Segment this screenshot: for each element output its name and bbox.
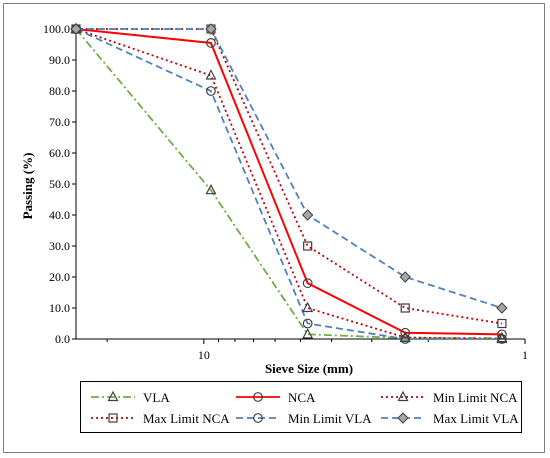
data-point xyxy=(497,329,507,340)
series-line-0 xyxy=(75,28,502,339)
data-point xyxy=(400,334,411,344)
axes: 0.0 10.0 20.0 30.0 40.0 50.0 60.0 70.0 80.0 90.0 1… xyxy=(43,22,528,362)
data-point xyxy=(497,334,507,344)
y-tick-label: 40.0 xyxy=(49,208,70,222)
data-point xyxy=(302,318,313,329)
y-tick-label: 10.0 xyxy=(49,301,70,315)
series-line-2 xyxy=(75,28,502,340)
series-layer xyxy=(70,22,508,344)
data-point xyxy=(302,301,314,313)
series-line-5 xyxy=(76,28,503,309)
y-tick-label: 100.0 xyxy=(43,22,70,36)
data-point xyxy=(302,278,313,289)
legend: VLA NCA Min Limit NCA Max Limit NCA Min Limi… xyxy=(80,381,522,433)
legend-marker-4 xyxy=(253,413,263,423)
legend-label-0: VLA xyxy=(143,390,170,405)
x-tick-label: 1 xyxy=(522,348,528,362)
x-axis-label: Sieve Size (mm) xyxy=(265,361,353,376)
legend-marker-1 xyxy=(253,392,263,402)
data-point xyxy=(400,303,410,313)
data-point xyxy=(399,271,411,283)
series-line-3 xyxy=(76,28,503,325)
y-tick-label: 90.0 xyxy=(49,53,70,67)
data-point xyxy=(206,86,216,96)
y-tick-label: 80.0 xyxy=(49,84,70,98)
legend-marker-3 xyxy=(108,413,118,423)
y-tick-label: 50.0 xyxy=(49,177,70,191)
data-point xyxy=(70,23,82,35)
legend-label-1: NCA xyxy=(288,390,316,405)
x-tick-label: 10 xyxy=(198,348,210,362)
series-line-4 xyxy=(75,28,502,340)
data-point xyxy=(301,209,314,221)
y-tick-label: 70.0 xyxy=(49,115,70,129)
y-axis-label: Passing (%) xyxy=(20,153,35,220)
chart-frame xyxy=(3,3,545,453)
data-point xyxy=(205,183,217,195)
data-point xyxy=(400,327,411,338)
y-tick-label: 20.0 xyxy=(49,270,70,284)
data-point xyxy=(399,331,411,342)
data-point xyxy=(497,318,507,329)
legend-marker-2 xyxy=(397,390,409,402)
y-tick-label: 30.0 xyxy=(49,239,70,253)
y-tick-label: 0.0 xyxy=(55,332,70,346)
data-point xyxy=(205,23,217,35)
data-point xyxy=(496,332,508,344)
data-point xyxy=(303,241,313,251)
data-point xyxy=(496,302,508,314)
legend-marker-0 xyxy=(107,390,119,402)
data-point xyxy=(302,328,314,339)
legend-label-5: Max Limit VLA xyxy=(433,411,519,426)
legend-label-2: Min Limit NCA xyxy=(433,390,518,405)
legend-label-3: Max Limit NCA xyxy=(143,411,230,426)
legend-marker-5 xyxy=(397,412,409,424)
data-point xyxy=(206,38,216,48)
y-tick-label: 60.0 xyxy=(49,146,70,160)
data-point xyxy=(205,69,217,80)
legend-label-4: Min Limit VLA xyxy=(288,411,372,426)
series-line-1 xyxy=(75,28,502,336)
